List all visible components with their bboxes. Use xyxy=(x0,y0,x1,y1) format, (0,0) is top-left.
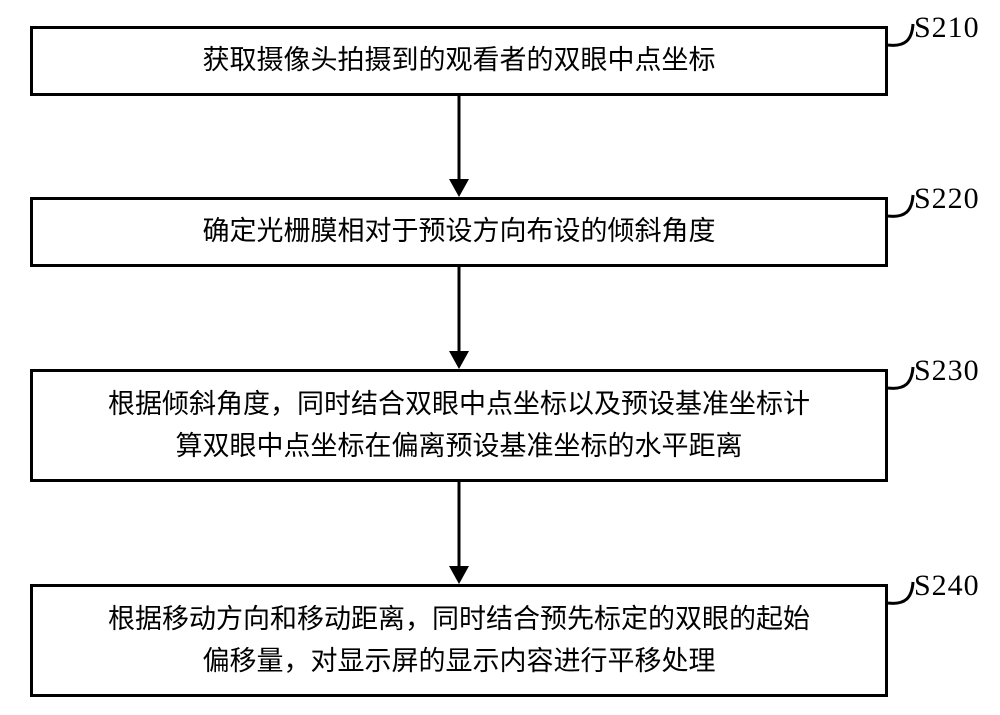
flowchart-canvas: 获取摄像头拍摄到的观看者的双眼中点坐标S210确定光栅膜相对于预设方向布设的倾斜… xyxy=(0,0,1000,715)
flow-arrow xyxy=(0,0,1000,715)
